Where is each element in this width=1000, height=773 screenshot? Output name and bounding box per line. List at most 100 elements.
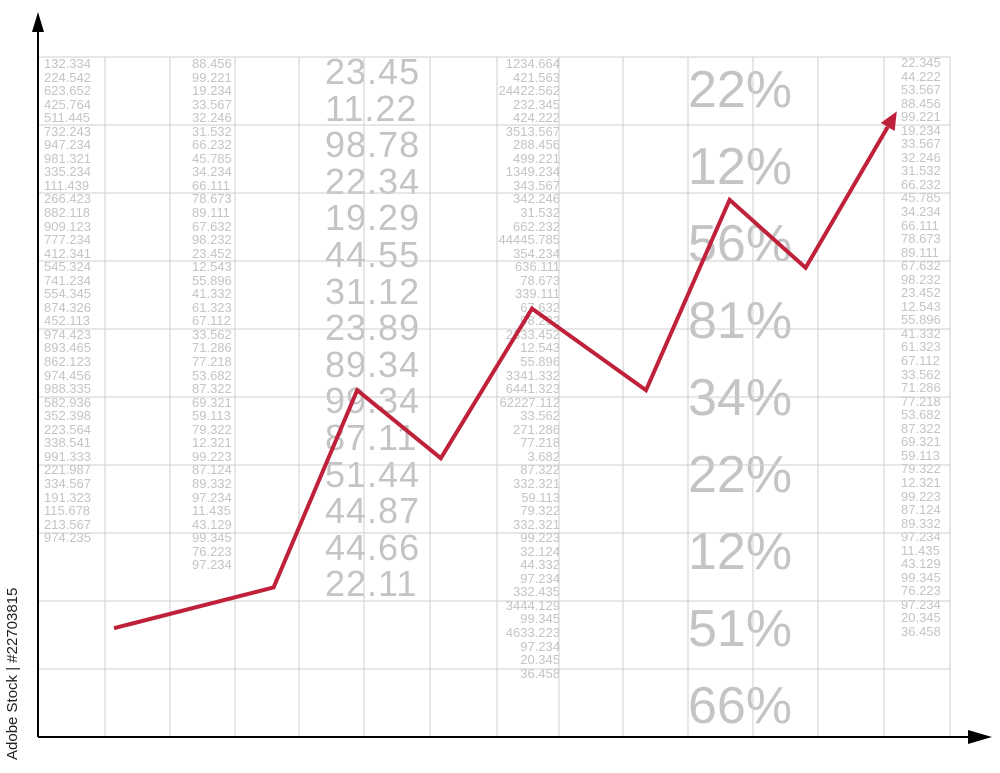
background-number: 741.234 — [44, 273, 91, 288]
background-number: 97.234 — [520, 639, 560, 654]
background-number: 69.321 — [901, 435, 941, 449]
background-number: 44.222 — [901, 69, 941, 84]
background-number: 67.112 — [192, 314, 231, 328]
background-number: 991.333 — [44, 449, 91, 464]
background-number: 19.29 — [325, 200, 421, 237]
background-number: 34% — [688, 369, 793, 427]
background-number: 24422.562 — [498, 84, 560, 98]
background-number: 1234.664 — [505, 57, 560, 71]
x-axis-arrow-icon — [968, 730, 992, 744]
background-number: 6441.323 — [505, 382, 560, 396]
background-number: 98.232 — [192, 233, 232, 247]
background-number: 45.785 — [192, 151, 232, 166]
background-number: 874.326 — [44, 300, 91, 315]
background-number: 99.223 — [520, 531, 560, 545]
background-number: 582.936 — [44, 395, 91, 410]
background-number: 132.334 — [44, 57, 91, 71]
background-number: 31.532 — [520, 206, 560, 220]
background-number: 12.321 — [901, 475, 941, 490]
background-number: 55.896 — [901, 313, 941, 327]
background-number: 893.465 — [44, 341, 91, 356]
background-number: 499.221 — [513, 151, 560, 166]
background-number: 554.345 — [44, 287, 91, 301]
background-number: 511.445 — [44, 111, 91, 125]
background-number: 31.532 — [901, 164, 941, 178]
background-number: 22% — [688, 61, 793, 119]
background-number: 43.129 — [901, 557, 941, 571]
background-number: 115.678 — [44, 504, 91, 518]
background-number: 338.541 — [44, 436, 91, 450]
background-number: 213.567 — [44, 517, 91, 532]
background-number: 61.323 — [192, 300, 232, 315]
background-number: 78.673 — [901, 232, 941, 246]
background-number: 79.322 — [192, 422, 232, 437]
background-number: 66% — [688, 677, 793, 735]
background-number: 223.564 — [44, 422, 91, 437]
background-number: 191.323 — [44, 490, 91, 505]
series-line — [113, 125, 890, 631]
background-number: 99.345 — [520, 612, 560, 626]
background-number: 89.111 — [901, 245, 939, 260]
background-number: 62227.112 — [499, 395, 561, 410]
background-number: 11.22 — [325, 90, 418, 128]
background-number: 45.785 — [901, 191, 941, 206]
background-number: 77.218 — [901, 394, 941, 409]
background-number: 36.458 — [520, 666, 560, 681]
background-number: 43.129 — [192, 517, 232, 532]
background-number: 36.458 — [901, 624, 941, 639]
background-number: 31.532 — [192, 124, 232, 139]
background-number: 81% — [688, 292, 793, 350]
background-number: 97.234 — [520, 571, 560, 586]
background-number: 12% — [688, 138, 793, 196]
background-number: 947.234 — [44, 138, 91, 152]
background-number: 76.223 — [192, 544, 232, 559]
background-number: 51% — [688, 600, 793, 658]
background-number: 87.322 — [192, 382, 232, 396]
background-number: 89.111 — [192, 206, 230, 220]
background-number: 67.632 — [901, 259, 941, 273]
background-number: 224.542 — [44, 70, 91, 85]
background-number: 343.567 — [513, 178, 560, 193]
background-number: 32.124 — [520, 544, 560, 559]
background-number: 66.232 — [192, 138, 232, 152]
background-number: 11.435 — [192, 504, 231, 518]
background-number: 19.234 — [901, 123, 941, 138]
background-number: 12.543 — [520, 341, 560, 356]
background-number: 23.452 — [192, 246, 232, 261]
background-number: 1349.234 — [505, 165, 560, 179]
percent-column: 22% 12% 56% 81% 34% 22% 12% 51% 66% — [688, 52, 792, 745]
number-column-2: 88.456 99.221 19.234 33.567 32.246 31.532 66.2… — [192, 57, 232, 572]
background-number: 3341.332 — [505, 368, 560, 383]
background-number: 99.223 — [192, 449, 232, 464]
background-number: 777.234 — [44, 233, 91, 247]
background-number: 33.562 — [520, 409, 560, 423]
background-number: 221.987 — [44, 463, 91, 477]
background-number: 67.632 — [192, 219, 232, 234]
background-number: 636.111 — [514, 260, 560, 274]
background-number: 66.232 — [901, 177, 941, 192]
background-number: 20.345 — [520, 653, 560, 667]
background-number: 51.44 — [325, 456, 421, 494]
background-number: 33.562 — [192, 327, 232, 342]
background-number: 53.682 — [901, 408, 941, 422]
background-number: 59.113 — [521, 490, 560, 505]
background-number: 98.232 — [901, 272, 941, 287]
background-number: 61.323 — [901, 340, 941, 355]
background-number: 32.246 — [192, 111, 232, 125]
background-number: 87.124 — [192, 463, 232, 477]
background-number: 334.567 — [44, 476, 91, 491]
background-number: 33.567 — [901, 137, 941, 151]
background-number: 55.896 — [520, 355, 560, 369]
background-number: 99.345 — [192, 531, 232, 545]
background-number: 53.682 — [192, 368, 232, 383]
background-number: 23.45 — [325, 54, 421, 91]
background-number: 288.456 — [513, 138, 560, 152]
background-number: 32.246 — [901, 150, 941, 165]
background-number: 67.112 — [901, 354, 940, 368]
background-number: 354.234 — [513, 246, 560, 261]
background-number: 882.118 — [44, 206, 91, 220]
background-number: 99.345 — [901, 570, 941, 585]
background-number: 89.332 — [901, 516, 941, 531]
background-number: 97.234 — [192, 490, 232, 505]
background-number: 66.111 — [192, 178, 230, 193]
